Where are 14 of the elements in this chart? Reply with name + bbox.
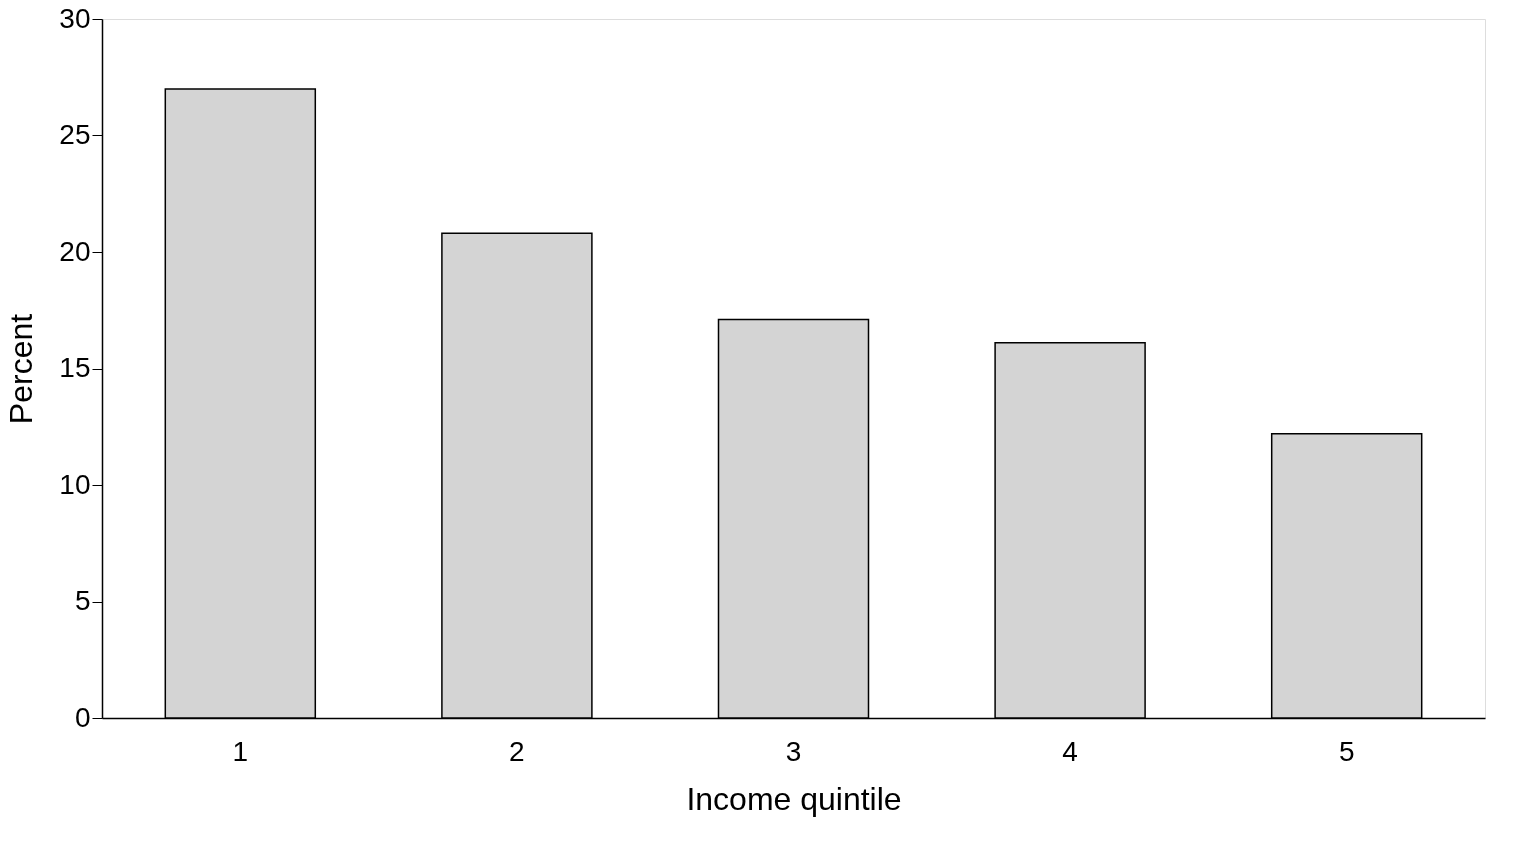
x-tick-label: 1 — [232, 735, 249, 767]
x-tick-label: 5 — [1338, 735, 1355, 767]
x-tick-label: 4 — [1062, 735, 1078, 767]
y-tick-label: 20 — [59, 235, 91, 267]
y-tick-label: 5 — [74, 585, 91, 616]
y-axis-title: Percent — [3, 313, 40, 425]
x-tick-label: 2 — [509, 735, 525, 767]
y-tick-label: 15 — [59, 352, 91, 383]
y-tick-label: 10 — [59, 468, 91, 500]
y-tick-label: 30 — [59, 2, 91, 34]
y-tick-label: 0 — [74, 701, 91, 733]
x-tick-label: 3 — [785, 735, 802, 767]
y-tick-label: 25 — [59, 119, 91, 150]
x-axis-title: Income quintile — [686, 780, 902, 817]
